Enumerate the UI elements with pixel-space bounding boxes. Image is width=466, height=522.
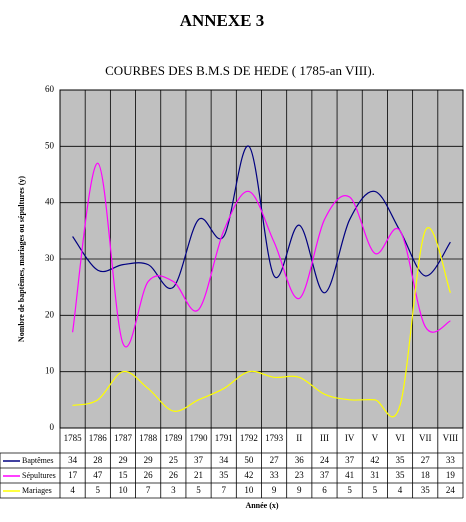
table-cell: 9 — [272, 485, 277, 495]
table-cell: 35 — [396, 470, 406, 480]
x-tick-label: 1785 — [64, 433, 83, 443]
table-cell: 10 — [244, 485, 254, 495]
table-cell: 24 — [320, 455, 330, 465]
table-cell: 24 — [446, 485, 456, 495]
x-tick-label: III — [320, 433, 329, 443]
table-cell: 37 — [320, 470, 330, 480]
table-cell: 35 — [396, 455, 406, 465]
table-cell: 42 — [244, 470, 253, 480]
y-tick-label: 50 — [45, 140, 55, 150]
x-tick-label: IV — [345, 433, 355, 443]
x-tick-label: 1789 — [164, 433, 183, 443]
y-tick-label: 10 — [45, 366, 55, 376]
x-tick-label: 1786 — [89, 433, 108, 443]
x-axis-label: Année (x) — [245, 501, 278, 510]
table-cell: 17 — [68, 470, 78, 480]
x-tick-label: VII — [419, 433, 432, 443]
table-cell: 6 — [322, 485, 327, 495]
table-cell: 5 — [373, 485, 378, 495]
series-line — [72, 162, 451, 348]
y-tick-label: 40 — [45, 197, 55, 207]
table-cell: 10 — [118, 485, 128, 495]
table-cell: 27 — [421, 455, 431, 465]
table-cell: 35 — [421, 485, 431, 495]
table-cell: 29 — [144, 455, 154, 465]
chart-subtitle: COURBES DES B.M.S DE HEDE ( 1785-an VIII… — [105, 63, 375, 78]
table-cell: 29 — [118, 455, 128, 465]
table-cell: 41 — [345, 470, 354, 480]
table-cell: 4 — [70, 485, 75, 495]
table-cell: 27 — [270, 455, 280, 465]
table-cell: 5 — [196, 485, 201, 495]
table-cell: 23 — [295, 470, 305, 480]
table-cell: 26 — [144, 470, 154, 480]
x-tick-label: VI — [395, 433, 405, 443]
table-cell: 37 — [345, 455, 355, 465]
table-cell: 3 — [171, 485, 176, 495]
table-cell: 15 — [118, 470, 128, 480]
chart-title: ANNEXE 3 — [180, 11, 265, 30]
y-tick-label: 0 — [50, 422, 55, 432]
x-tick-label: 1788 — [139, 433, 158, 443]
table-cell: 21 — [194, 470, 203, 480]
x-tick-label: 1791 — [215, 433, 233, 443]
table-cell: 42 — [370, 455, 379, 465]
table-cell: 26 — [169, 470, 179, 480]
table-cell: 9 — [297, 485, 302, 495]
table-cell: 5 — [347, 485, 352, 495]
table-cell: 7 — [221, 485, 226, 495]
x-tick-label: 1792 — [240, 433, 258, 443]
table-cell: 5 — [96, 485, 101, 495]
table-cell: 18 — [421, 470, 431, 480]
table-cell: 4 — [398, 485, 403, 495]
legend-label: Baptêmes — [22, 456, 54, 465]
table-cell: 25 — [169, 455, 179, 465]
series-line — [72, 227, 451, 418]
y-tick-label: 60 — [45, 84, 55, 94]
table-cell: 33 — [270, 470, 280, 480]
table-cell: 34 — [219, 455, 229, 465]
x-tick-label: 1787 — [114, 433, 133, 443]
series-line — [72, 145, 451, 294]
y-tick-label: 30 — [45, 253, 55, 263]
table-cell: 19 — [446, 470, 456, 480]
x-tick-label: VIII — [443, 433, 459, 443]
y-tick-label: 20 — [45, 309, 55, 319]
x-tick-label: 1790 — [190, 433, 209, 443]
table-cell: 50 — [244, 455, 254, 465]
x-tick-label: II — [296, 433, 302, 443]
table-cell: 28 — [93, 455, 103, 465]
x-tick-label: V — [372, 433, 379, 443]
table-cell: 37 — [194, 455, 204, 465]
table-cell: 36 — [295, 455, 305, 465]
legend-label: Mariages — [22, 486, 52, 495]
table-cell: 33 — [446, 455, 456, 465]
table-cell: 47 — [93, 470, 103, 480]
table-cell: 35 — [219, 470, 229, 480]
legend-label: Sépultures — [22, 471, 56, 480]
y-axis-label: Nombre de baptêmes, mariages ou sépultur… — [17, 176, 26, 342]
table-cell: 7 — [146, 485, 151, 495]
table-cell: 31 — [370, 470, 379, 480]
table-cell: 34 — [68, 455, 78, 465]
x-tick-label: 1793 — [265, 433, 284, 443]
